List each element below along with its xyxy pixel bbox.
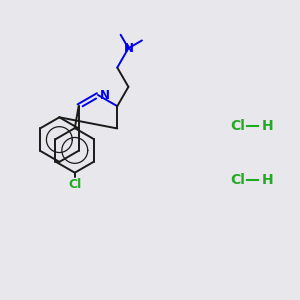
- Text: H: H: [262, 119, 273, 133]
- Text: Cl: Cl: [230, 119, 245, 133]
- Text: Cl: Cl: [230, 173, 245, 187]
- Text: H: H: [262, 173, 273, 187]
- Text: N: N: [123, 42, 134, 55]
- Text: Cl: Cl: [68, 178, 81, 191]
- Text: N: N: [99, 88, 110, 101]
